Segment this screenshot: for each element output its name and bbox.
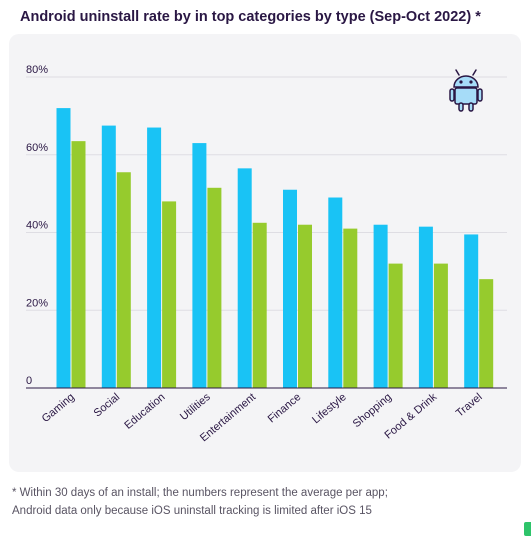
bar-series-2 bbox=[433, 263, 448, 388]
footnote-line-1: * Within 30 days of an install; the numb… bbox=[12, 487, 388, 499]
bar-series-2 bbox=[388, 263, 403, 388]
y-tick-label: 80% bbox=[26, 64, 48, 76]
bar-series-1 bbox=[101, 125, 116, 388]
bar-series-2 bbox=[207, 187, 222, 388]
bar-series-1 bbox=[147, 127, 162, 388]
x-tick-label: Education bbox=[122, 391, 167, 432]
bar-series-2 bbox=[116, 172, 131, 388]
chart-card: 0 20% 40% 60% 80% Gaming Social Education Utili… bbox=[9, 34, 521, 472]
bar-series-1 bbox=[283, 189, 297, 388]
bar-series-2 bbox=[162, 201, 177, 388]
y-tick-label: 60% bbox=[26, 142, 48, 154]
y-tick-label: 20% bbox=[26, 297, 48, 309]
x-tick-label: Finance bbox=[266, 391, 304, 425]
bar-series-2 bbox=[71, 141, 86, 388]
bar-chart: 0 20% 40% 60% 80% Gaming Social Education Utili… bbox=[26, 64, 507, 444]
x-tick-label: Travel bbox=[454, 391, 485, 420]
bar-series-2 bbox=[298, 224, 312, 388]
bar-series-1 bbox=[418, 226, 433, 388]
bar-series-1 bbox=[328, 197, 343, 388]
x-tick-label: Social bbox=[92, 391, 123, 419]
corner-mark bbox=[524, 522, 531, 536]
android-robot-icon bbox=[449, 69, 483, 112]
bar-series-2 bbox=[252, 222, 267, 388]
x-tick-label: Shopping bbox=[351, 391, 394, 430]
x-tick-label: Lifestyle bbox=[310, 391, 349, 426]
chart-title: Android uninstall rate by in top categor… bbox=[20, 9, 481, 25]
x-tick-label: Gaming bbox=[40, 391, 77, 425]
bar-series-2 bbox=[343, 228, 358, 388]
y-tick-label: 0 bbox=[26, 375, 32, 387]
x-tick-label: Utilities bbox=[178, 391, 213, 423]
bar-series-1 bbox=[56, 108, 71, 388]
bar-series-1 bbox=[464, 234, 479, 388]
bar-series-1 bbox=[237, 168, 252, 388]
bar-series-2 bbox=[479, 279, 494, 388]
bar-series-1 bbox=[373, 224, 388, 388]
footnote: * Within 30 days of an install; the numb… bbox=[12, 484, 517, 520]
footnote-line-2: Android data only because iOS uninstall … bbox=[12, 505, 372, 517]
bar-series-1 bbox=[192, 143, 207, 388]
y-tick-label: 40% bbox=[26, 220, 48, 232]
